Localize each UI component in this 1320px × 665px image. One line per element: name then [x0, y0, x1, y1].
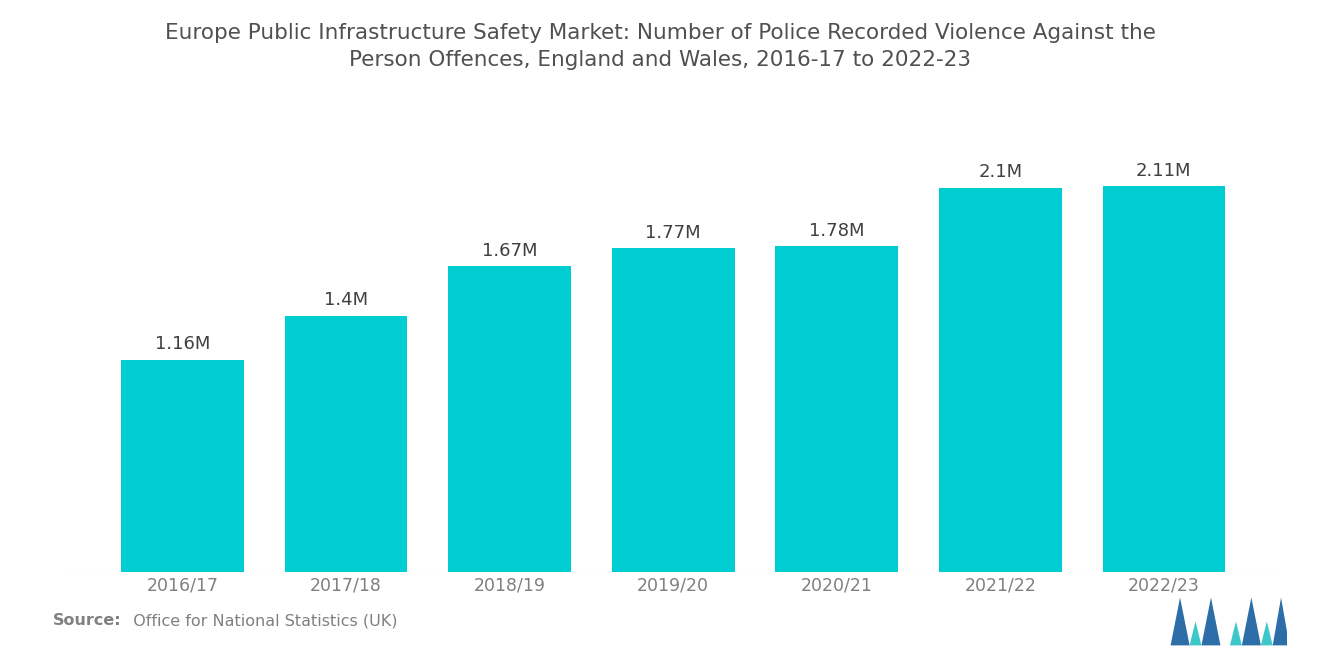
Bar [612, 248, 734, 572]
Polygon shape [1272, 597, 1290, 645]
Bar [775, 247, 898, 572]
Bar [939, 188, 1061, 572]
Text: 1.4M: 1.4M [323, 291, 368, 309]
Polygon shape [1242, 597, 1261, 645]
Polygon shape [1189, 621, 1201, 645]
Polygon shape [1230, 621, 1242, 645]
Text: 2.11M: 2.11M [1137, 162, 1192, 180]
Bar [285, 316, 408, 572]
Bar [121, 360, 244, 572]
Text: Person Offences, England and Wales, 2016-17 to 2022-23: Person Offences, England and Wales, 2016… [348, 50, 972, 70]
Text: 2.1M: 2.1M [978, 164, 1023, 182]
Bar [449, 267, 572, 572]
Polygon shape [1201, 597, 1221, 645]
Bar [1102, 186, 1225, 572]
Text: Source:: Source: [53, 613, 121, 628]
Text: 1.16M: 1.16M [154, 335, 210, 353]
Text: 1.67M: 1.67M [482, 242, 537, 260]
Text: 1.78M: 1.78M [809, 222, 865, 240]
Text: 1.77M: 1.77M [645, 224, 701, 242]
Text: Europe Public Infrastructure Safety Market: Number of Police Recorded Violence A: Europe Public Infrastructure Safety Mark… [165, 23, 1155, 43]
Polygon shape [1261, 621, 1272, 645]
Text: Office for National Statistics (UK): Office for National Statistics (UK) [123, 613, 397, 628]
Polygon shape [1171, 597, 1189, 645]
